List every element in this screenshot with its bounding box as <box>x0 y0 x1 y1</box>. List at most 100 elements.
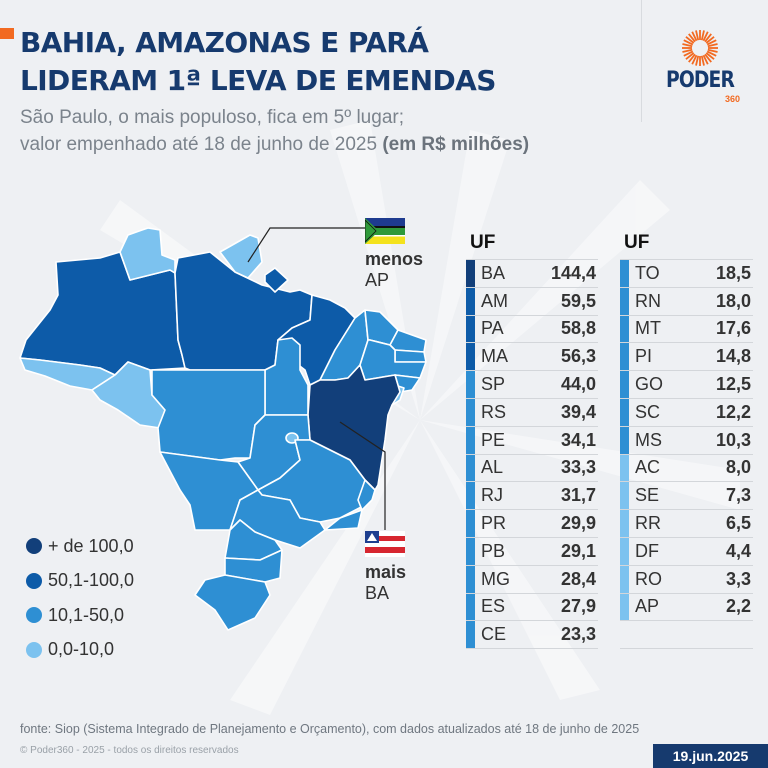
sun-burst-icon <box>682 30 718 66</box>
map-state-RJ[interactable] <box>324 509 363 531</box>
map-state-MT[interactable] <box>151 369 266 461</box>
logo-divider <box>641 0 642 122</box>
copyright: © Poder360 - 2025 - todos os direitos re… <box>20 745 239 756</box>
callout-line-AP <box>247 227 365 263</box>
table-row: PE 34,1 <box>466 425 598 454</box>
row-color-swatch <box>466 371 475 398</box>
row-color-swatch <box>466 593 475 621</box>
row-uf: PR <box>481 513 507 534</box>
legend-label: 50,1-100,0 <box>48 570 135 591</box>
title-line-2: LIDERAM 1ª LEVA DE EMENDAS <box>20 64 496 97</box>
map-state-RS[interactable] <box>194 574 271 631</box>
table-end-rule <box>466 648 598 650</box>
map-state-RR[interactable] <box>119 227 176 281</box>
sun-ray <box>702 54 709 65</box>
subtitle-line-2: valor empenhado até 18 de junho de 2025 … <box>20 131 529 158</box>
row-color-swatch <box>620 537 629 565</box>
table-end-rule <box>620 620 753 622</box>
row-uf: MG <box>481 568 510 589</box>
map-state-RN[interactable] <box>389 329 427 353</box>
row-color-swatch <box>466 343 475 371</box>
table-row: MA 56,3 <box>466 342 598 371</box>
legend-item: 10,1-50,0 <box>26 598 134 633</box>
chart-subtitle: São Paulo, o mais populoso, fica em 5º l… <box>20 104 529 158</box>
row-color-swatch <box>620 287 629 315</box>
row-value: 29,1 <box>560 540 596 561</box>
sun-ray <box>705 36 715 44</box>
source-note: fonte: Siop (Sistema Integrado de Planej… <box>20 722 640 736</box>
row-color-swatch <box>620 315 629 343</box>
table-row: SC 12,2 <box>620 397 753 426</box>
row-uf: RR <box>635 513 661 534</box>
row-value: 2,2 <box>725 596 751 617</box>
map-legend: + de 100,0 50,1-100,0 10,1-50,0 0,0-10,0 <box>26 529 134 667</box>
sun-ray <box>683 39 694 46</box>
map-state-AP[interactable] <box>219 234 263 279</box>
row-uf: SP <box>481 374 506 395</box>
row-value: 144,4 <box>550 262 596 283</box>
accent-bar <box>0 28 14 39</box>
row-value: 23,3 <box>560 624 596 645</box>
sun-ray <box>707 43 718 48</box>
row-uf: AM <box>481 290 508 311</box>
map-state-ES[interactable] <box>357 479 376 511</box>
sun-ray <box>706 50 717 57</box>
row-value: 27,9 <box>560 596 596 617</box>
row-color-swatch <box>620 565 629 593</box>
row-value: 34,1 <box>560 429 596 450</box>
row-color-swatch <box>620 482 629 510</box>
subtitle-line-2-text: valor empenhado até 18 de junho de 2025 <box>20 134 383 155</box>
table-row: AP 2,2 <box>620 592 753 621</box>
callout-most: mais BA <box>365 531 406 604</box>
row-color-swatch <box>620 510 629 537</box>
table-row: TO 18,5 <box>620 259 753 287</box>
legend-label: 10,1-50,0 <box>48 604 125 625</box>
row-color-swatch <box>620 398 629 426</box>
row-uf: PB <box>481 540 506 561</box>
row-value: 6,5 <box>725 513 751 534</box>
amapa-flag-icon <box>364 218 405 244</box>
row-color-swatch <box>620 426 629 454</box>
sun-ray <box>695 30 700 41</box>
row-value: 29,9 <box>560 513 596 534</box>
row-uf: SC <box>635 401 661 422</box>
sun-ray <box>702 31 709 42</box>
sun-ray <box>704 33 712 43</box>
row-uf: RS <box>481 401 507 422</box>
table-row: AC 8,0 <box>620 453 753 482</box>
table-row: PB 29,1 <box>466 536 598 565</box>
table-row: PI 14,8 <box>620 342 753 371</box>
table-row: DF 4,4 <box>620 536 753 565</box>
row-uf: RN <box>635 290 661 311</box>
map-state-PB[interactable] <box>394 349 427 363</box>
sun-ray <box>683 50 694 57</box>
table-row: SP 44,0 <box>466 370 598 398</box>
row-value: 14,8 <box>715 346 751 367</box>
row-value: 56,3 <box>560 346 596 367</box>
map-state-TO[interactable] <box>264 337 309 416</box>
row-uf: MT <box>635 318 661 339</box>
logo-number: 360 <box>725 94 741 104</box>
sun-ray <box>682 43 693 48</box>
table-empty-row <box>620 621 753 650</box>
row-value: 18,5 <box>715 262 751 283</box>
sun-ray <box>691 31 698 42</box>
table-row: RJ 31,7 <box>466 481 598 510</box>
subtitle-line-1: São Paulo, o mais populoso, fica em 5º l… <box>20 107 404 128</box>
table-row: RN 18,0 <box>620 286 753 315</box>
row-color-swatch <box>466 426 475 454</box>
row-uf: SE <box>635 485 660 506</box>
row-value: 28,4 <box>560 568 596 589</box>
row-value: 58,8 <box>560 318 596 339</box>
table-row: SE 7,3 <box>620 481 753 510</box>
bahia-flag-icon <box>365 531 405 557</box>
row-value: 7,3 <box>725 485 751 506</box>
table-row: AM 59,5 <box>466 286 598 315</box>
row-color-swatch <box>620 593 629 621</box>
table-row: PR 29,9 <box>466 509 598 537</box>
row-uf: PE <box>481 429 506 450</box>
row-color-swatch <box>466 482 475 510</box>
table-row: MS 10,3 <box>620 425 753 454</box>
subtitle-unit: (em R$ milhões) <box>382 134 530 155</box>
table-row: MT 17,6 <box>620 314 753 343</box>
